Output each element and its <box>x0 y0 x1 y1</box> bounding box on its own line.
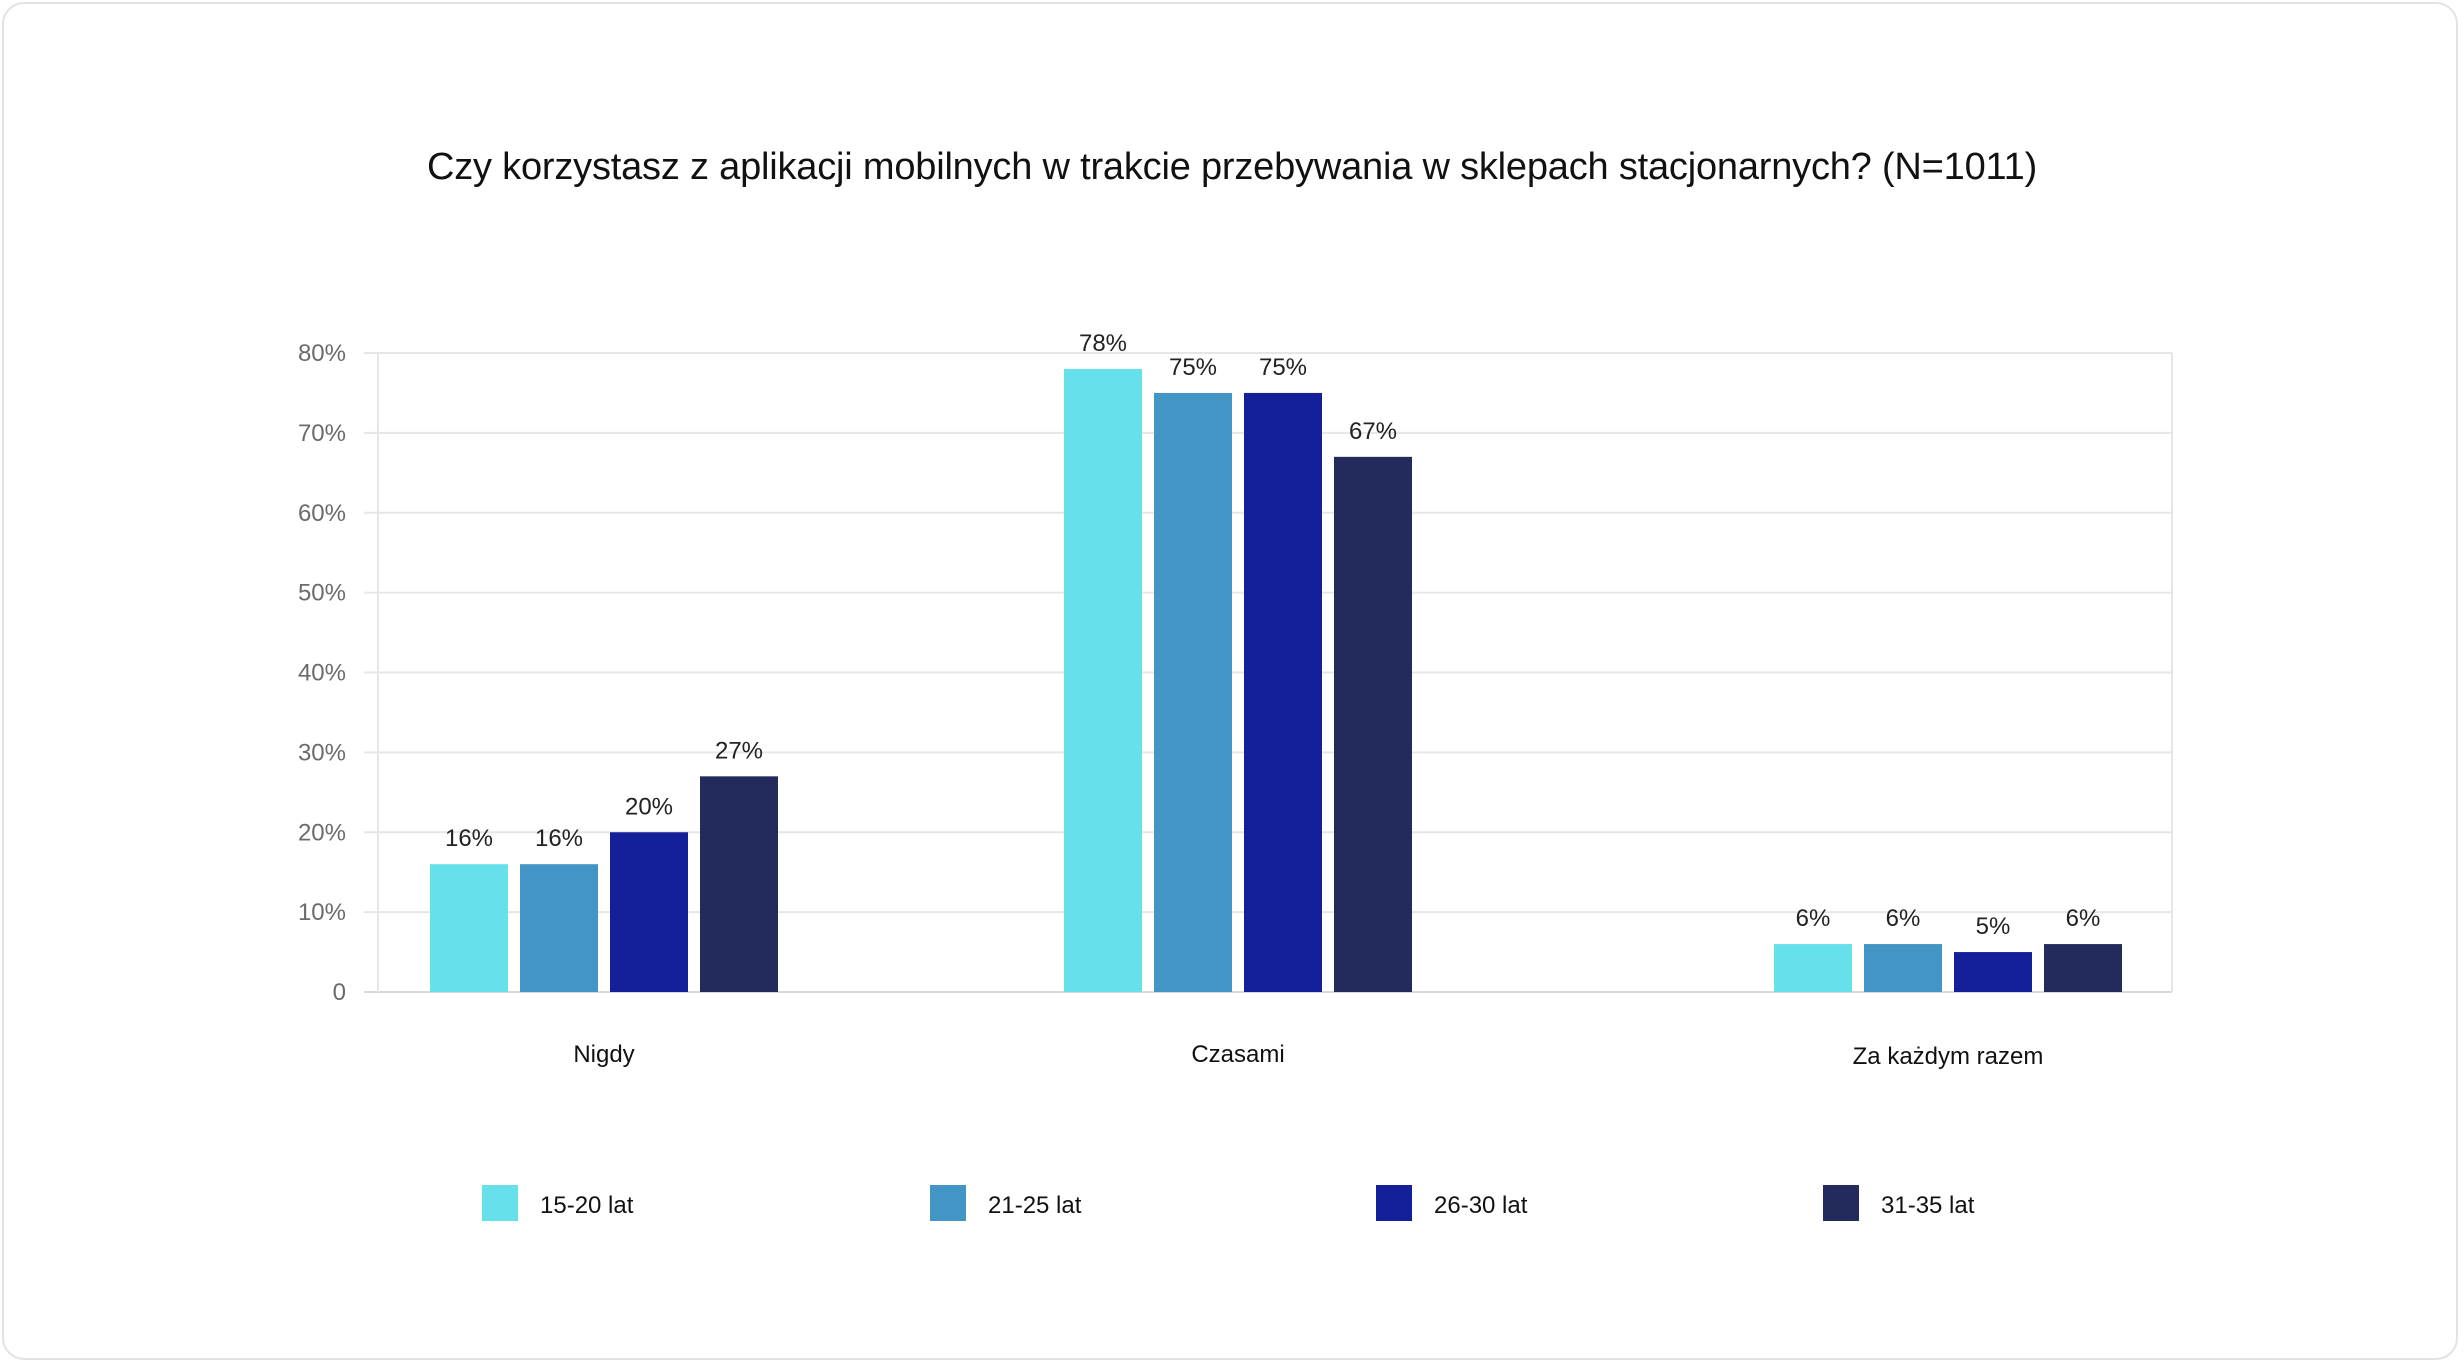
bar <box>1064 368 1142 993</box>
legend-swatch <box>930 1185 966 1221</box>
legend-swatch <box>1823 1185 1859 1221</box>
legend-label: 26-30 lat <box>1434 1192 1528 1219</box>
y-tick-label: 60% <box>298 500 346 527</box>
bar <box>1154 392 1232 992</box>
y-tick-label: 30% <box>298 739 346 766</box>
data-label: 27% <box>715 737 763 764</box>
legend-label: 31-35 lat <box>1881 1192 1975 1219</box>
legend-label: 15-20 lat <box>540 1192 634 1219</box>
bar <box>1334 456 1412 992</box>
data-label: 16% <box>445 825 493 852</box>
bar <box>520 864 598 992</box>
data-label: 6% <box>1886 905 1921 932</box>
bar <box>700 776 778 992</box>
y-tick-label: 40% <box>298 660 346 687</box>
data-label: 78% <box>1079 330 1127 357</box>
bar <box>1244 392 1322 992</box>
data-label: 75% <box>1169 354 1217 381</box>
legend-swatch <box>482 1185 518 1221</box>
y-tick-label: 20% <box>298 819 346 846</box>
y-tick-label: 80% <box>298 340 346 367</box>
data-label: 6% <box>2066 905 2101 932</box>
y-tick-label: 0 <box>333 979 346 1006</box>
bar <box>1864 944 1942 992</box>
category-label: Czasami <box>1191 1041 1284 1068</box>
bar <box>610 832 688 992</box>
data-label: 5% <box>1976 913 2011 940</box>
y-tick-label: 70% <box>298 420 346 447</box>
bar <box>2044 944 2122 992</box>
bar <box>1954 952 2032 992</box>
y-tick-label: 10% <box>298 899 346 926</box>
bar <box>430 864 508 992</box>
chart-title: Czy korzystasz z aplikacji mobilnych w t… <box>426 146 2038 188</box>
data-label: 20% <box>625 793 673 820</box>
category-label: Nigdy <box>573 1041 634 1068</box>
y-tick-label: 50% <box>298 580 346 607</box>
data-label: 16% <box>535 825 583 852</box>
legend-label: 21-25 lat <box>988 1192 1082 1219</box>
legend-swatch <box>1376 1185 1412 1221</box>
data-label: 67% <box>1349 418 1397 445</box>
data-label: 75% <box>1259 354 1307 381</box>
bar <box>1774 944 1852 992</box>
data-label: 6% <box>1796 905 1831 932</box>
category-label: Za każdym razem <box>1853 1043 2044 1070</box>
